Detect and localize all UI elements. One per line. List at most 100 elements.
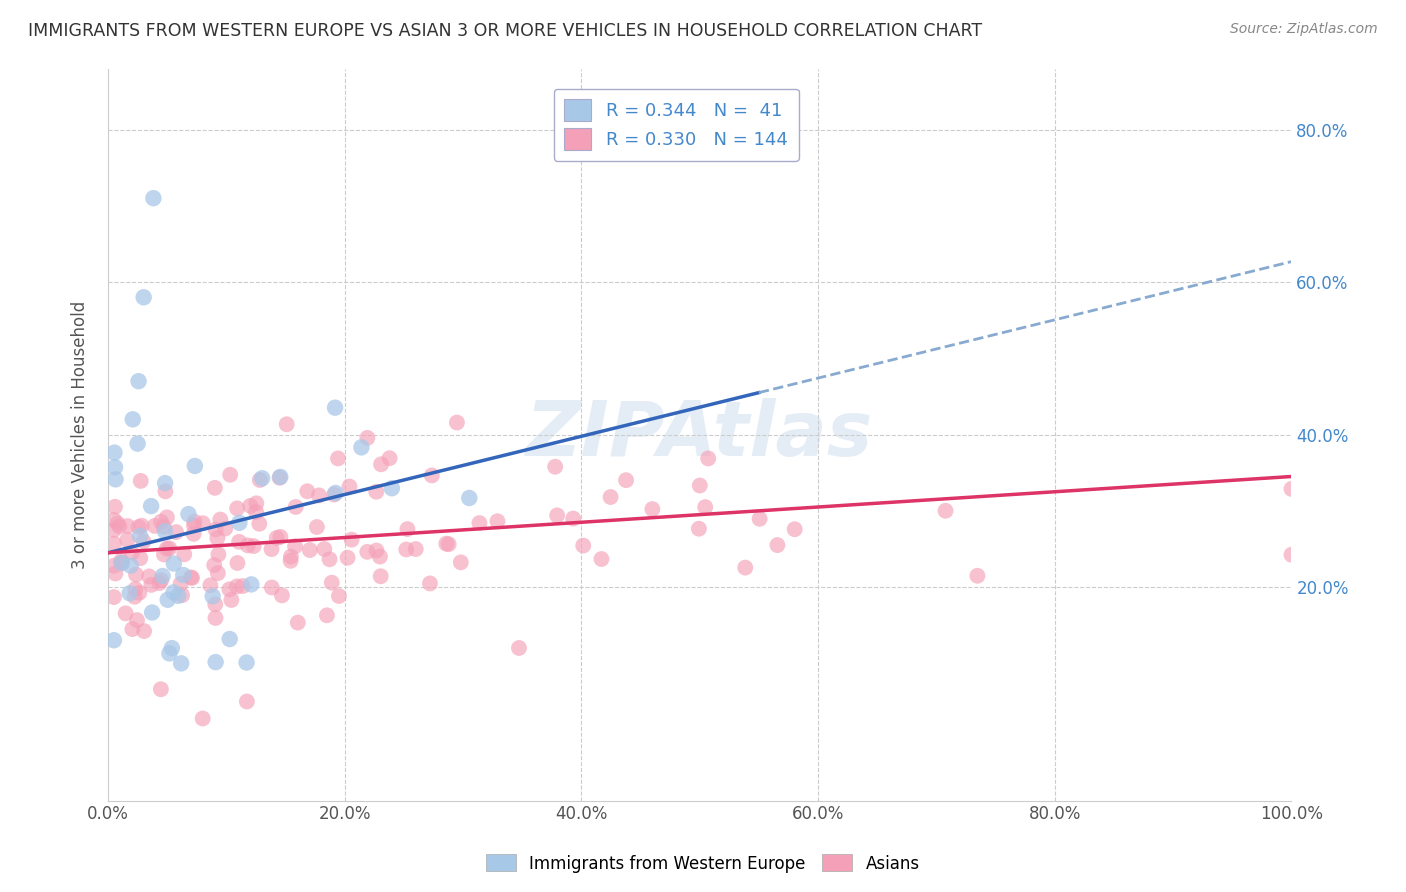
Point [405,542,427,557]
Point [132,290,155,304]
Point [235,656,257,670]
Point [966,568,988,582]
Point [226,579,249,593]
Point [748,512,770,526]
Point [437,537,460,551]
Point [370,569,392,583]
Point [378,451,401,466]
Point [169,576,191,591]
Point [204,598,226,612]
Point [249,473,271,487]
Point [183,527,205,541]
Point [260,542,283,557]
Point [323,487,346,501]
Point [641,502,664,516]
Point [266,531,288,545]
Point [544,459,567,474]
Point [446,416,468,430]
Point [142,191,165,205]
Point [269,471,291,485]
Point [177,507,200,521]
Point [434,537,457,551]
Point [170,657,193,671]
Point [155,484,177,499]
Point [121,546,143,560]
Point [734,560,756,574]
Point [131,518,153,533]
Point [245,496,267,510]
Point [260,581,283,595]
Legend: R = 0.344   N =  41, R = 0.330   N = 144: R = 0.344 N = 41, R = 0.330 N = 144 [554,88,799,161]
Point [232,579,254,593]
Point [269,470,291,484]
Point [148,576,170,591]
Point [305,520,328,534]
Point [614,473,637,487]
Point [117,519,139,533]
Point [152,569,174,583]
Point [103,536,125,550]
Point [572,539,595,553]
Point [108,519,131,533]
Point [250,471,273,485]
Point [209,512,232,526]
Point [689,478,711,492]
Point [121,412,143,426]
Point [366,484,388,499]
Point [128,520,150,534]
Point [325,486,347,500]
Point [153,476,176,491]
Point [934,504,956,518]
Point [141,578,163,592]
Point [204,523,226,537]
Point [239,499,262,513]
Point [125,613,148,627]
Point [1281,548,1303,562]
Point [111,556,134,570]
Point [326,451,349,466]
Point [226,501,249,516]
Point [298,543,321,558]
Point [156,592,179,607]
Point [124,590,146,604]
Point [247,516,270,531]
Point [284,500,307,514]
Point [103,445,125,459]
Point [207,548,229,562]
Point [110,554,132,568]
Point [508,640,530,655]
Point [180,570,202,584]
Point [280,549,302,564]
Point [280,554,302,568]
Point [287,615,309,630]
Point [486,514,509,528]
Point [323,401,346,415]
Point [370,458,392,472]
Point [350,441,373,455]
Point [236,538,259,552]
Point [150,573,173,587]
Point [339,479,361,493]
Point [202,558,225,572]
Point [104,460,127,475]
Point [242,539,264,553]
Point [336,550,359,565]
Text: ZIPAtlas: ZIPAtlas [526,398,873,472]
Point [269,530,291,544]
Point [226,556,249,570]
Point [228,534,250,549]
Point [396,522,419,536]
Point [129,551,152,566]
Point [450,555,472,569]
Point [124,582,146,596]
Point [129,529,152,543]
Point [284,539,307,553]
Point [318,552,340,566]
Point [129,474,152,488]
Point [381,481,404,495]
Point [104,472,127,486]
Point [138,569,160,583]
Point [181,571,204,585]
Point [204,481,226,495]
Point [103,523,125,537]
